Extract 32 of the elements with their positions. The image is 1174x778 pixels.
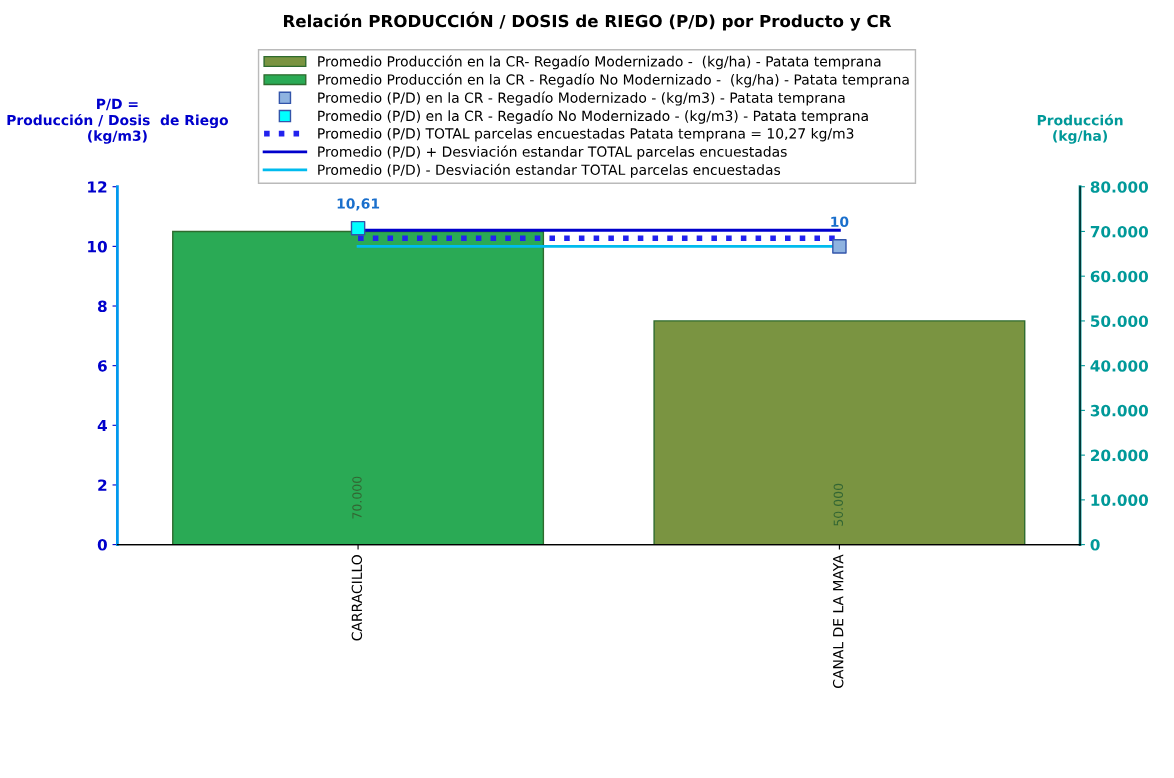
legend-label: Promedio Producción en la CR- Regadío Modernizado - (kg/ha) - Patata temprana bbox=[318, 55, 881, 70]
y2-tick-label: 50.000 bbox=[1090, 315, 1149, 327]
y-tick-label: 10 bbox=[88, 240, 107, 253]
y-tick-label: 8 bbox=[97, 300, 107, 313]
legend-label: Promedio (P/D) - Desviación estandar TOTAL parcelas encuestadas bbox=[318, 163, 781, 178]
legend-label: Promedio (P/D) TOTAL parcelas encuestadas Patata temprana = 10,27 kg/m3 bbox=[318, 127, 854, 142]
y2-tick-label: 80.000 bbox=[1090, 181, 1149, 193]
data-label: 10,61 bbox=[337, 198, 380, 211]
legend-label: Promedio Producción en la CR - Regadío No Modernizado - (kg/ha) - Patata temprana bbox=[318, 73, 909, 88]
data-label: 70.000 bbox=[352, 476, 362, 519]
y2-tick-label: 60.000 bbox=[1090, 270, 1149, 283]
y2-tick-label: 0 bbox=[1090, 539, 1100, 551]
y2-tick-label: 40.000 bbox=[1090, 360, 1149, 372]
chart-title: Relación PRODUCCIÓN / DOSIS de RIEGO (P/D) por Producto y CR bbox=[283, 11, 892, 31]
y2-tick-label: 30.000 bbox=[1090, 404, 1149, 417]
x-tick-label: CANAL DE LA MAYA bbox=[832, 554, 844, 688]
data-label: 50.000 bbox=[833, 483, 844, 526]
y-tick-label: 6 bbox=[98, 360, 107, 372]
legend-label: Promedio (P/D) en la CR - Regadío Modernizado - (kg/m3) - Patata temprana bbox=[318, 91, 845, 106]
y2-tick-label: 10.000 bbox=[1091, 494, 1149, 506]
y2-tick-label: 70.000 bbox=[1090, 225, 1149, 238]
y-tick-label: 2 bbox=[98, 479, 107, 491]
data-label: 10 bbox=[831, 216, 849, 228]
y2-tick-label: 20.000 bbox=[1091, 449, 1149, 462]
legend-label: Promedio (P/D) en la CR - Regadío No Modernizado - (kg/m3) - Patata temprana bbox=[318, 109, 868, 124]
y-tick-label: 0 bbox=[97, 539, 107, 551]
x-tick-label: CARRACILLO bbox=[351, 555, 363, 641]
y-tick-label: 4 bbox=[97, 419, 107, 432]
y-tick-label: 12 bbox=[88, 181, 107, 193]
legend-label: Promedio (P/D) + Desviación estandar TOTAL parcelas encuestadas bbox=[318, 145, 787, 160]
y-axis-title: P/D = Producción / Dosis de Riego (kg/m3) bbox=[7, 98, 228, 144]
y2-axis-title: Producción (kg/ha) bbox=[1037, 114, 1123, 144]
